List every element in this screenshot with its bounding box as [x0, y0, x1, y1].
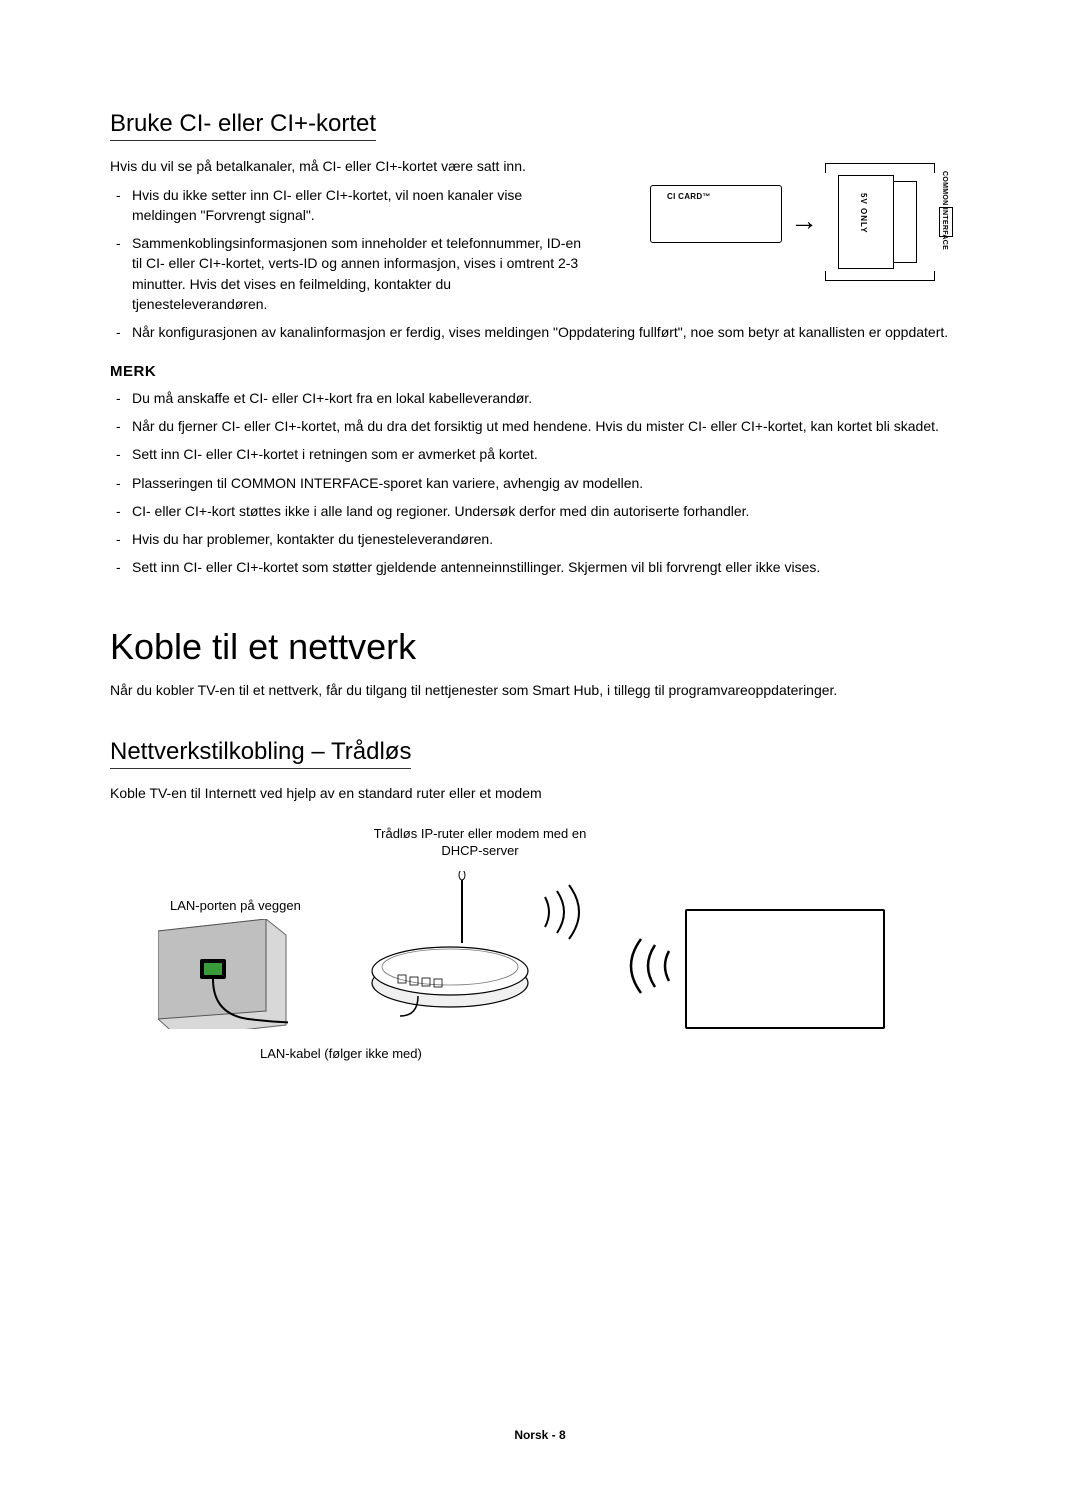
slot-common-interface-label: COMMON INTERFACE — [941, 171, 948, 250]
list-item: Plasseringen til COMMON INTERFACE-sporet… — [132, 473, 970, 493]
list-item: Du må anskaffe et CI- eller CI+-kort fra… — [132, 388, 970, 408]
merk-list: Du må anskaffe et CI- eller CI+-kort fra… — [110, 388, 970, 578]
ci-card-label: CI CARD™ — [667, 192, 711, 201]
ci-bullets-left: Hvis du ikke setter inn CI- eller CI+-ko… — [110, 185, 590, 315]
ci-intro: Hvis du vil se på betalkanaler, må CI- e… — [110, 157, 590, 177]
list-item: CI- eller CI+-kort støttes ikke i alle l… — [132, 501, 970, 521]
section-using-ci-card-title: Bruke CI- eller CI+-kortet — [110, 110, 376, 141]
wall-plate-icon — [158, 919, 288, 1029]
arrow-right-icon: → — [790, 205, 818, 237]
list-item: Hvis du har problemer, kontakter du tjen… — [132, 529, 970, 549]
list-item: Sett inn CI- eller CI+-kortet i retninge… — [132, 444, 970, 464]
lan-cable-label: LAN-kabel (følger ikke med) — [260, 1046, 422, 1061]
slot-5v-label: 5V ONLY — [859, 193, 868, 234]
wireless-network-diagram: Trådløs IP-ruter eller modem med en DHCP… — [130, 831, 890, 1091]
wireless-intro: Koble TV-en til Internett ved hjelp av e… — [110, 785, 970, 801]
list-item: Hvis du ikke setter inn CI- eller CI+-ko… — [132, 185, 590, 226]
lan-port-label: LAN-porten på veggen — [170, 898, 301, 913]
ci-slot-icon: 5V ONLY COMMON INTERFACE — [825, 163, 945, 281]
merk-heading: MERK — [110, 363, 970, 380]
list-item: Når du fjerner CI- eller CI+-kortet, må … — [132, 416, 970, 436]
page-footer: Norsk - 8 — [0, 1428, 1080, 1442]
network-title: Koble til et nettverk — [110, 626, 970, 668]
list-item: Når konfigurasjonen av kanalinformasjon … — [132, 322, 970, 342]
list-item: Sett inn CI- eller CI+-kortet som støtte… — [132, 557, 970, 577]
wifi-waves-in-icon — [613, 931, 683, 1001]
network-intro: Når du kobler TV-en til et nettverk, får… — [110, 682, 970, 698]
list-item: Sammenkoblingsinformasjonen som innehold… — [132, 233, 590, 314]
tv-icon — [685, 909, 885, 1029]
ci-card-icon: CI CARD™ — [650, 185, 782, 243]
wifi-waves-out-icon — [535, 877, 605, 947]
ci-card-diagram: CI CARD™ → 5V ONLY COMMON INTERFACE — [650, 157, 970, 287]
wireless-title: Nettverkstilkobling – Trådløs — [110, 738, 411, 769]
router-label: Trådløs IP-ruter eller modem med en DHCP… — [370, 825, 590, 860]
router-icon — [370, 871, 530, 1021]
ci-bullets-after: Når konfigurasjonen av kanalinformasjon … — [110, 322, 970, 342]
